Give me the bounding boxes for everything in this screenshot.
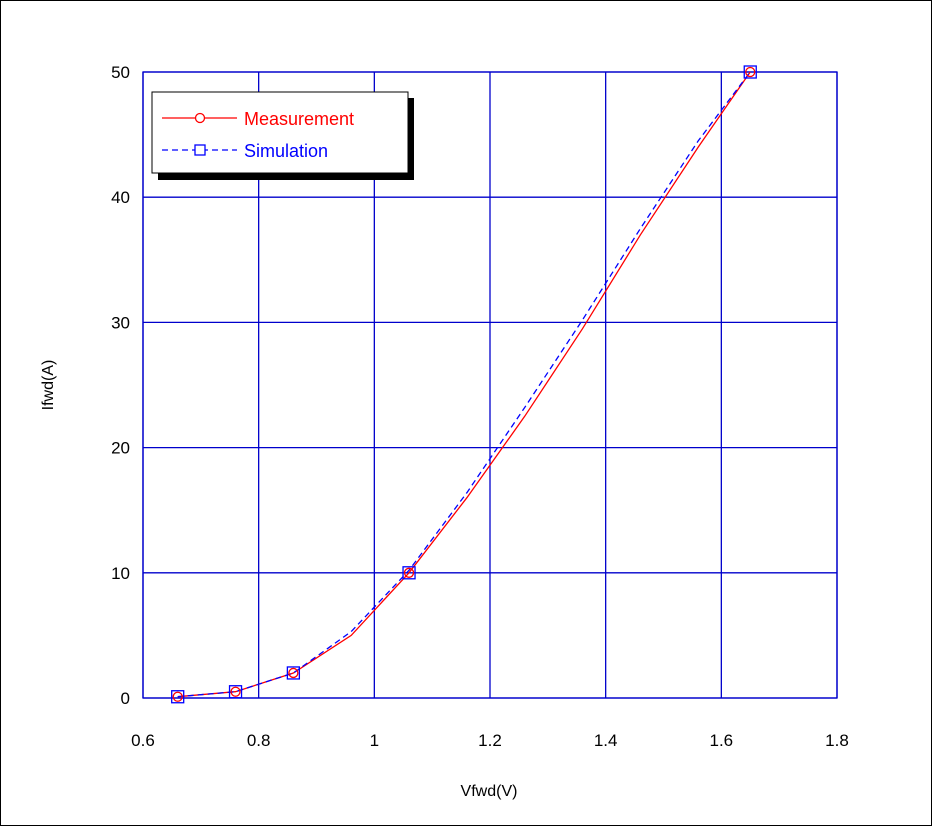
x-tick-label: 0.6 [131,731,155,750]
series-layer [171,65,757,704]
legend-measurement-marker [194,112,206,124]
y-tick-label: 0 [121,689,130,708]
y-tick-label: 30 [111,313,130,332]
tick-label-layer: 0.6 0.8 1 1.2 1.4 1.6 1.8 0 10 20 30 40 50 [111,63,849,750]
x-tick-label: 1.6 [710,731,734,750]
simulation-point [171,690,185,704]
x-tick-label: 1.2 [478,731,502,750]
simulation-point [286,666,301,680]
plot-area-border [142,71,838,699]
simulation-point [402,566,416,580]
legend-simulation-marker [194,144,206,156]
y-tick-label: 20 [111,439,130,458]
x-tick-label: 1.4 [594,731,618,750]
y-tick-label: 40 [111,188,130,207]
measurement-series-line [177,71,751,698]
measurement-point [403,567,415,578]
legend: Measurement Simulation [151,91,414,180]
measurement-point [230,686,241,697]
measurement-point [288,667,299,679]
x-tick-label: 1.8 [825,731,849,750]
y-axis-label: Ifwd(A) [40,360,57,411]
measurement-point [172,691,183,702]
y-tick-label: 50 [111,63,130,82]
legend-measurement-label: Measurement [244,109,354,129]
simulation-series-line [177,71,751,698]
legend-box [151,91,409,174]
x-tick-label: 0.8 [247,731,271,750]
x-tick-label: 1 [370,731,379,750]
simulation-point [228,685,243,699]
x-axis-label: Vfwd(V) [461,783,518,800]
y-tick-label: 10 [111,564,130,583]
simulation-point [743,65,757,79]
grid-layer [142,71,838,699]
measurement-point [745,66,756,78]
legend-simulation-label: Simulation [244,141,328,161]
